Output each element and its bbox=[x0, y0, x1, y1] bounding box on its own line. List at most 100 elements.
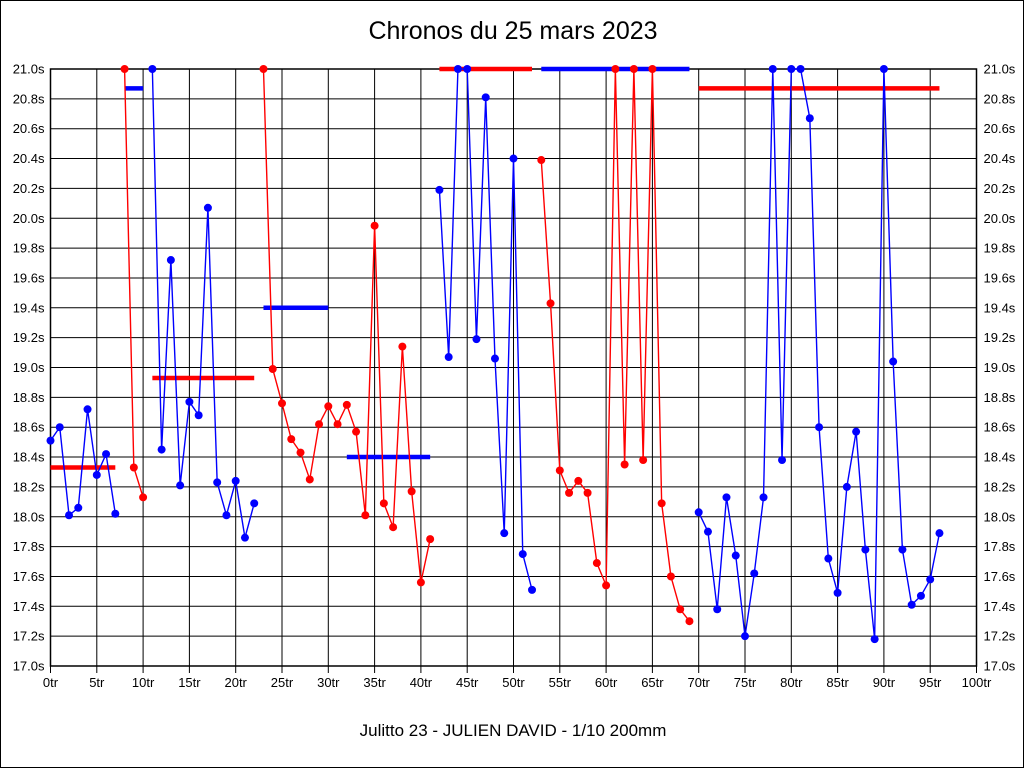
x-tick-label: 40tr bbox=[410, 675, 433, 690]
y-tick-label-right: 17.4s bbox=[984, 599, 1016, 614]
stint-polyline bbox=[540, 68, 690, 622]
lap-point bbox=[361, 511, 370, 520]
lap-point bbox=[787, 65, 796, 73]
lap-point bbox=[629, 65, 638, 73]
lap-point bbox=[768, 65, 777, 73]
lap-point bbox=[620, 460, 629, 469]
lap-point bbox=[565, 488, 574, 497]
y-tick-label-left: 19.2s bbox=[13, 330, 45, 345]
lap-point bbox=[398, 342, 407, 351]
x-tick-label: 5tr bbox=[89, 675, 105, 690]
lap-point bbox=[407, 487, 416, 496]
lap-point bbox=[472, 335, 481, 344]
lap-point bbox=[481, 93, 490, 102]
y-tick-label-right: 19.2s bbox=[984, 330, 1016, 345]
lap-point bbox=[926, 575, 935, 584]
y-tick-label-right: 20.4s bbox=[984, 151, 1016, 166]
lap-point bbox=[342, 400, 351, 409]
lap-point bbox=[889, 357, 898, 366]
lap-point bbox=[416, 578, 425, 587]
x-tick-label: 90tr bbox=[873, 675, 896, 690]
y-tick-label-right: 17.8s bbox=[984, 539, 1016, 554]
y-tick-label-left: 18.8s bbox=[13, 390, 45, 405]
lap-point bbox=[731, 551, 740, 560]
lap-point bbox=[194, 411, 203, 420]
x-tick-label: 30tr bbox=[317, 675, 340, 690]
y-tick-label-left: 19.8s bbox=[13, 241, 45, 256]
lap-point bbox=[546, 299, 555, 308]
y-tick-label-left: 19.0s bbox=[13, 360, 45, 375]
lap-point bbox=[268, 364, 277, 373]
lap-point bbox=[148, 65, 157, 73]
lap-point bbox=[157, 445, 166, 454]
y-tick-label-right: 20.2s bbox=[984, 181, 1016, 196]
lap-point bbox=[74, 503, 83, 512]
lap-point bbox=[694, 508, 703, 517]
lap-point bbox=[509, 154, 518, 163]
x-tick-label: 0tr bbox=[43, 675, 59, 690]
y-tick-label-left: 17.8s bbox=[13, 539, 45, 554]
y-tick-label-right: 18.0s bbox=[984, 509, 1016, 524]
y-tick-label-right: 20.8s bbox=[984, 91, 1016, 106]
chart-title: Chronos du 25 mars 2023 bbox=[368, 17, 658, 45]
lap-point bbox=[852, 427, 861, 436]
lap-point bbox=[389, 523, 398, 532]
stint-polyline bbox=[123, 68, 144, 498]
lap-point bbox=[55, 423, 64, 432]
lap-point bbox=[778, 456, 787, 465]
y-tick-label-left: 17.0s bbox=[13, 659, 45, 674]
lap-point bbox=[879, 65, 888, 73]
lap-point bbox=[759, 493, 768, 502]
grid bbox=[50, 68, 977, 673]
y-tick-label-right: 19.0s bbox=[984, 360, 1016, 375]
x-axis-labels: 0tr 5tr 10tr 15tr 20tr 25tr 30tr 35tr 40tr 45tr 50… bbox=[43, 675, 992, 690]
lap-point bbox=[648, 65, 657, 73]
y-tick-label-right: 19.8s bbox=[984, 241, 1016, 256]
lap-point bbox=[870, 635, 879, 644]
lap-point bbox=[46, 436, 55, 445]
x-tick-label: 15tr bbox=[178, 675, 201, 690]
y-tick-label-right: 18.2s bbox=[984, 479, 1016, 494]
y-tick-label-left: 20.4s bbox=[13, 151, 45, 166]
lap-point bbox=[324, 402, 333, 411]
y-tick-label-left: 19.4s bbox=[13, 300, 45, 315]
lap-point bbox=[935, 529, 944, 538]
lap-point bbox=[278, 399, 286, 408]
lap-point bbox=[518, 550, 527, 559]
x-tick-label: 35tr bbox=[363, 675, 386, 690]
lap-point bbox=[222, 511, 231, 520]
y-tick-label-right: 17.0s bbox=[984, 659, 1016, 674]
lap-point bbox=[611, 65, 620, 73]
y-tick-label-left: 18.2s bbox=[13, 479, 45, 494]
lap-point bbox=[240, 533, 249, 542]
lap-point bbox=[203, 203, 212, 212]
y-tick-label-left: 17.2s bbox=[13, 629, 45, 644]
lap-point bbox=[537, 156, 546, 165]
x-tick-label: 100tr bbox=[962, 675, 992, 690]
lap-point bbox=[305, 475, 314, 484]
y-tick-label-right: 18.8s bbox=[984, 390, 1016, 405]
lap-point bbox=[703, 527, 712, 536]
lap-point bbox=[185, 397, 194, 406]
lap-point bbox=[528, 585, 537, 594]
lap-point bbox=[83, 405, 92, 414]
lap-point bbox=[435, 185, 444, 194]
lap-point bbox=[315, 420, 324, 429]
x-tick-label: 60tr bbox=[595, 675, 618, 690]
lap-point bbox=[352, 427, 361, 436]
x-tick-label: 75tr bbox=[734, 675, 757, 690]
x-tick-label: 55tr bbox=[549, 675, 572, 690]
stint-polyline bbox=[262, 68, 431, 583]
lap-point bbox=[666, 572, 675, 581]
lap-point bbox=[916, 591, 925, 600]
lap-point bbox=[231, 476, 240, 485]
lap-point bbox=[453, 65, 462, 73]
lap-point bbox=[296, 448, 305, 457]
x-tick-label: 50tr bbox=[502, 675, 525, 690]
lap-point bbox=[120, 65, 129, 73]
lap-point bbox=[129, 463, 138, 472]
y-tick-label-left: 19.6s bbox=[13, 270, 45, 285]
y-tick-label-left: 21.0s bbox=[13, 62, 45, 77]
x-tick-label: 25tr bbox=[271, 675, 294, 690]
